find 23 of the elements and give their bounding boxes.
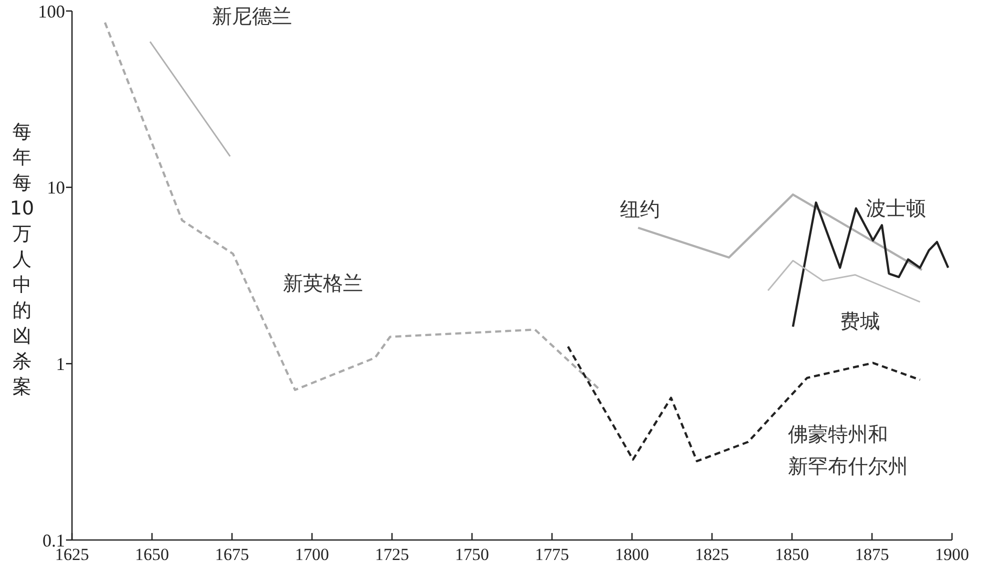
x-tick-label: 1725 bbox=[375, 545, 409, 564]
x-tick-label: 1675 bbox=[215, 545, 249, 564]
y-tick-label: 10 bbox=[47, 178, 65, 198]
x-tick-label: 1875 bbox=[855, 545, 889, 564]
text: 新尼德兰 bbox=[212, 4, 292, 28]
series-label: 费城 bbox=[840, 309, 880, 333]
line-series bbox=[767, 260, 921, 303]
y-tick-label: 1 bbox=[56, 354, 65, 374]
x-tick-label: 1650 bbox=[135, 545, 169, 564]
y-tick-label: 100 bbox=[38, 1, 65, 22]
x-tick-label: 1800 bbox=[615, 545, 649, 564]
x-tick-label: 1775 bbox=[535, 545, 569, 564]
series-label: 纽约 bbox=[620, 197, 660, 221]
series-label: 波士顿 bbox=[866, 196, 926, 220]
x-tick-label: 1825 bbox=[695, 545, 729, 564]
x-tick-label: 1700 bbox=[295, 545, 329, 564]
series-label: 新英格兰 bbox=[283, 271, 363, 295]
x-tick-label: 1625 bbox=[55, 545, 89, 564]
x-tick-label: 1900 bbox=[935, 545, 969, 564]
x-tick-label: 1750 bbox=[455, 545, 489, 564]
x-tick-label: 1850 bbox=[775, 545, 809, 564]
series-label: 佛蒙特州和新罕布什尔州 bbox=[788, 422, 908, 478]
text: 每年每10万人中的凶杀案 bbox=[10, 121, 34, 398]
